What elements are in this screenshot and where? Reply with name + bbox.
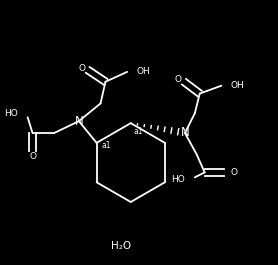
Text: a1: a1 xyxy=(102,141,111,150)
Text: O: O xyxy=(230,168,237,177)
Text: N: N xyxy=(75,115,83,128)
Text: OH: OH xyxy=(230,81,244,90)
Text: O: O xyxy=(175,75,182,84)
Text: N: N xyxy=(181,126,189,139)
Text: HO: HO xyxy=(4,109,18,118)
Text: OH: OH xyxy=(136,67,150,76)
Text: HO: HO xyxy=(171,175,185,184)
Text: O: O xyxy=(78,64,85,73)
Text: O: O xyxy=(29,152,36,161)
Text: H₂O: H₂O xyxy=(111,241,131,251)
Text: a1: a1 xyxy=(134,126,143,135)
